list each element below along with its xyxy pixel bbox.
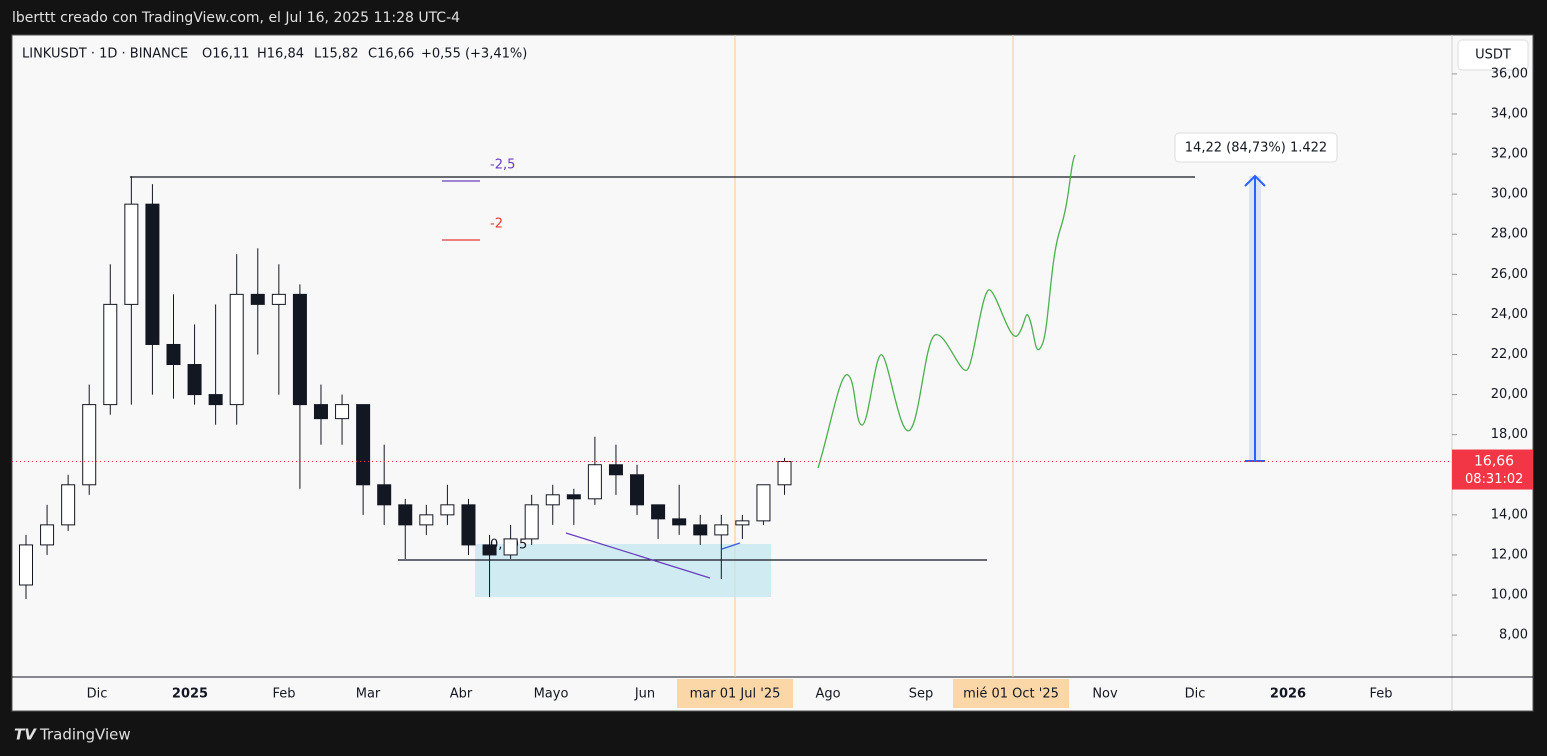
time-marker-box: [953, 679, 1069, 708]
candle-body: [61, 484, 76, 526]
candle-body: [587, 464, 602, 500]
candle-body: [651, 504, 666, 520]
candle-body: [482, 544, 497, 556]
y-tick-label: 24,00: [1491, 307, 1528, 322]
candle-body: [187, 364, 202, 396]
candle-body: [545, 494, 560, 506]
fib-label: -2: [490, 217, 503, 232]
candle-body: [313, 404, 328, 420]
fib-label: -2,5: [490, 158, 515, 173]
x-tick-label: Feb: [272, 687, 295, 702]
y-tick-label: 28,00: [1491, 227, 1528, 242]
ohlc-value: H16,84: [257, 47, 304, 62]
y-tick-label: 36,00: [1491, 66, 1528, 81]
measure-tooltip: [1174, 132, 1338, 163]
symbol: LINKUSDT · 1D · BINANCE: [22, 47, 188, 62]
x-tick-label: Abr: [450, 687, 473, 702]
ohlc-legend: O16,11 H16,84 L15,82 C16,66 +0,55 (+3,41%): [202, 47, 527, 62]
y-tick-label: 8,00: [1499, 628, 1528, 643]
candle-body: [777, 461, 792, 486]
ohlc-value: O16,11: [202, 47, 249, 62]
candle-body: [440, 504, 455, 516]
candle-body: [19, 544, 33, 586]
candle-body: [292, 293, 307, 406]
candle-body: [103, 303, 118, 406]
y-tick-label: 26,00: [1491, 267, 1528, 282]
y-tick-label: 10,00: [1491, 588, 1528, 603]
measure-label: 14,22 (84,73%) 1.422: [1185, 141, 1327, 156]
candle-body: [335, 404, 350, 420]
candle-body: [356, 404, 371, 486]
last-price-box: [1452, 449, 1533, 490]
ohlc-value: L15,82: [314, 47, 358, 62]
candle-body: [672, 518, 687, 526]
y-tick-label: 18,00: [1491, 427, 1528, 442]
candle-body: [82, 404, 97, 486]
candle-body: [166, 343, 181, 366]
currency: USDT: [1475, 48, 1511, 63]
candle-body: [630, 474, 645, 506]
x-tick-label: Jun: [634, 687, 655, 702]
y-tick-label: 20,00: [1491, 387, 1528, 402]
y-tick-label: 22,00: [1491, 347, 1528, 362]
candle-body: [229, 293, 244, 406]
y-tick-label: 34,00: [1491, 106, 1528, 121]
measure-arrow-head: [1244, 174, 1266, 187]
currency-box[interactable]: [1457, 39, 1529, 71]
candle-body: [714, 524, 729, 536]
time-marker-box: [677, 679, 793, 708]
time-marker-label: mié 01 Oct '25: [963, 687, 1059, 702]
candle-body: [524, 504, 539, 540]
countdown: 08:31:02: [1465, 472, 1523, 487]
candle-body: [250, 293, 265, 305]
x-tick-label: Ago: [815, 687, 840, 702]
x-tick-label: Mar: [356, 687, 381, 702]
candle-body: [503, 538, 518, 556]
candle-body: [398, 504, 413, 526]
overlay: 16,66 08:31:02 mar 01 Jul '25 mié 01 Oct '2…: [12, 449, 1533, 708]
candle-body: [566, 494, 581, 500]
y-tick-label: 14,00: [1491, 507, 1528, 522]
candle-body: [756, 484, 771, 522]
footer-brand: TradingView: [39, 726, 131, 744]
x-tick-label: Dic: [1185, 687, 1206, 702]
x-tick-label: Nov: [1092, 687, 1118, 702]
logo-mark: 𝙏𝙑: [14, 726, 37, 744]
x-tick-label: Feb: [1369, 687, 1392, 702]
candle-body: [40, 524, 55, 546]
trend-line: [721, 542, 741, 550]
candle-body: [735, 520, 750, 526]
x-tick-label: 2026: [1270, 687, 1306, 702]
attribution: lberttt creado con TradingView.com, el J…: [12, 10, 460, 26]
candle-body: [124, 203, 139, 305]
candles: [19, 176, 792, 600]
ohlc-value: +0,55 (+3,41%): [421, 47, 527, 62]
y-tick-label: 30,00: [1491, 187, 1528, 202]
ohlc-value: C16,66: [368, 47, 414, 62]
candle-body: [419, 514, 434, 526]
x-tick-label: Sep: [909, 687, 934, 702]
candle-body: [145, 203, 160, 345]
candle-body: [271, 293, 286, 305]
y-tick-label: 12,00: [1491, 547, 1528, 562]
last-price-label: 16,66: [1474, 454, 1514, 470]
candle-body: [608, 464, 623, 476]
x-tick-label: 2025: [172, 687, 208, 702]
x-tick-label: Dic: [87, 687, 108, 702]
candle-body: [461, 504, 476, 546]
projection-path: [817, 154, 1076, 469]
candle-body: [377, 484, 392, 506]
time-marker-label: mar 01 Jul '25: [690, 687, 781, 702]
candle-body: [208, 394, 223, 406]
x-tick-label: Mayo: [534, 687, 569, 702]
y-tick-label: 32,00: [1491, 147, 1528, 162]
candle-body: [693, 524, 708, 536]
trend-line: [565, 532, 711, 579]
